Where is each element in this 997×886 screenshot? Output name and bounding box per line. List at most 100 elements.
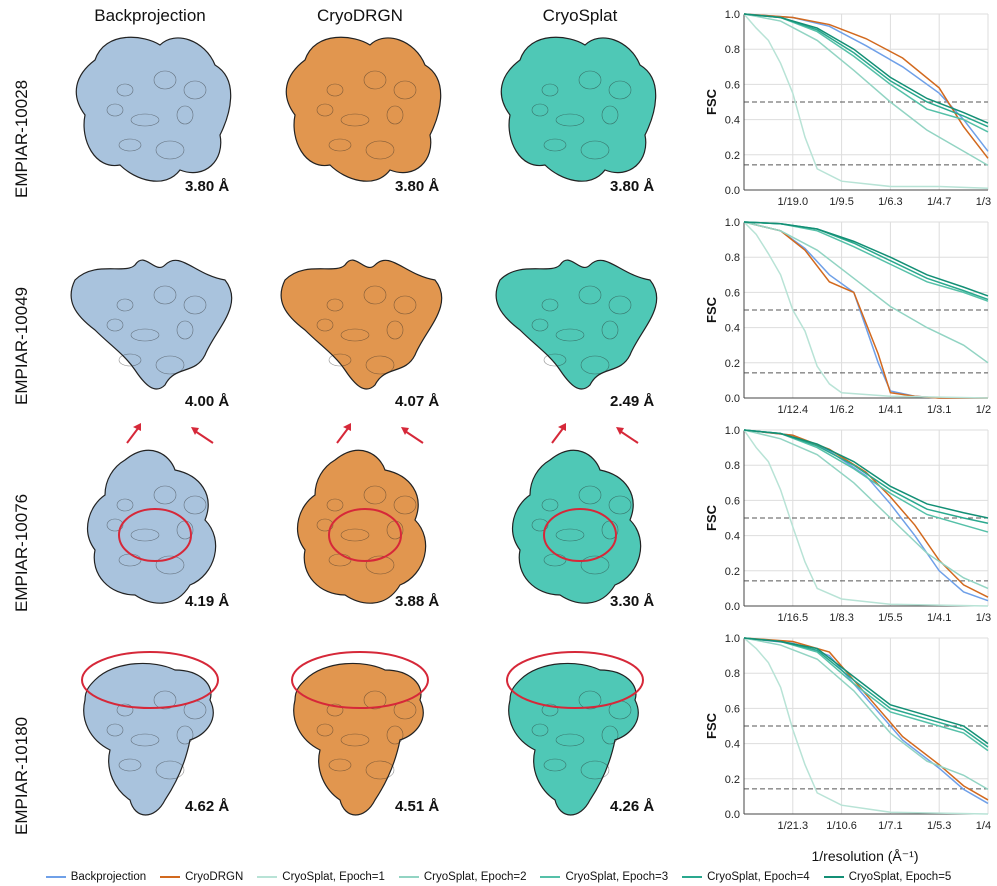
density-texture xyxy=(316,103,334,117)
density-texture xyxy=(541,703,559,717)
resolution-label: 3.80 Å xyxy=(395,178,440,195)
density-blob xyxy=(280,259,443,390)
highlight-ellipse xyxy=(543,508,617,562)
density-texture xyxy=(116,703,134,717)
density-blob xyxy=(83,662,214,816)
y-tick-label: 0.2 xyxy=(725,150,740,162)
fsc-chart-empiar-10180: 0.0 0.2 0.4 0.6 0.8 1.0 1/21.3 1/10.6 1/7.1 1/5.3… xyxy=(704,633,997,834)
legend-item: CryoDRGN xyxy=(160,871,243,883)
density-texture xyxy=(155,760,185,780)
fsc-series-line xyxy=(743,13,989,167)
density-texture xyxy=(316,318,334,332)
density-texture xyxy=(386,725,404,745)
density-texture xyxy=(326,83,344,97)
density-map-cryodrgn-empiar-10180 xyxy=(265,640,465,835)
density-texture xyxy=(386,105,404,125)
density-texture xyxy=(555,113,585,127)
y-tick-label: 0.8 xyxy=(725,668,740,680)
density-texture xyxy=(580,355,610,375)
y-axis-label: FSC xyxy=(706,712,719,739)
density-texture xyxy=(363,690,387,710)
density-map-backprojection-empiar-10076 xyxy=(55,435,255,630)
density-texture xyxy=(363,285,387,305)
legend-label: CryoSplat, Epoch=5 xyxy=(848,871,952,883)
x-tick-label: 1/21.3 xyxy=(778,820,809,832)
fsc-series-line xyxy=(743,13,989,159)
density-texture xyxy=(316,518,334,532)
density-texture xyxy=(106,103,124,117)
x-tick-label: 1/3.1 xyxy=(927,404,951,416)
density-texture xyxy=(608,80,632,100)
density-texture xyxy=(153,70,177,90)
density-blob xyxy=(86,449,217,604)
y-tick-label: 0.0 xyxy=(725,185,740,197)
fsc-series-line xyxy=(743,221,989,364)
legend-swatch xyxy=(257,876,278,878)
x-tick-label: 1/3.8 xyxy=(976,196,992,208)
y-tick-label: 0.4 xyxy=(725,115,740,127)
x-tick-label: 1/8.3 xyxy=(829,612,853,624)
resolution-label: 4.07 Å xyxy=(395,393,440,410)
x-tick-label: 1/10.6 xyxy=(826,820,857,832)
density-map-cryodrgn-empiar-10049 xyxy=(265,235,465,430)
legend-item: CryoSplat, Epoch=2 xyxy=(398,871,526,883)
fsc-series-line xyxy=(743,637,989,801)
density-texture xyxy=(608,495,632,515)
density-blob xyxy=(508,662,639,816)
x-tick-label: 1/9.5 xyxy=(829,196,853,208)
legend-item: CryoSplat, Epoch=3 xyxy=(540,871,668,883)
highlight-ellipse xyxy=(328,508,402,562)
density-texture xyxy=(326,298,344,312)
red-arrows xyxy=(336,423,424,444)
density-texture xyxy=(531,318,549,332)
y-axis-label: FSC xyxy=(706,296,719,323)
density-texture xyxy=(106,518,124,532)
y-tick-label: 0.0 xyxy=(725,393,740,405)
resolution-label: 2.49 Å xyxy=(610,393,655,410)
y-axis-label: FSC xyxy=(706,504,719,531)
fsc-series-line xyxy=(743,429,989,598)
resolution-label: 4.26 Å xyxy=(610,798,655,815)
fsc-series-line xyxy=(743,13,989,152)
resolution-label: 3.30 Å xyxy=(610,593,655,610)
density-texture xyxy=(106,318,124,332)
arrow-left xyxy=(126,426,140,444)
legend-item: CryoSplat, Epoch=5 xyxy=(823,871,952,883)
density-texture xyxy=(116,83,134,97)
fsc-chart-empiar-10028: 0.0 0.2 0.4 0.6 0.8 1.0 1/19.0 1/9.5 1/6.3 1/4.7 1… xyxy=(704,9,997,210)
resolution-label: 4.62 Å xyxy=(185,798,230,815)
fsc-series-line xyxy=(743,13,989,124)
density-texture xyxy=(153,485,177,505)
y-tick-label: 0.2 xyxy=(725,774,740,786)
arrow-right-head xyxy=(191,427,199,435)
x-tick-label: 1/4.7 xyxy=(927,196,951,208)
density-texture xyxy=(543,353,567,367)
density-texture xyxy=(578,285,602,305)
density-texture xyxy=(531,518,549,532)
y-tick-label: 0.8 xyxy=(725,460,740,472)
x-tick-label: 1/6.2 xyxy=(829,404,853,416)
legend-swatch xyxy=(160,876,181,878)
density-map-backprojection-empiar-10049 xyxy=(55,235,255,430)
fsc-series-line xyxy=(743,13,989,133)
x-tick-label: 1/12.4 xyxy=(778,404,809,416)
arrow-left xyxy=(551,426,565,444)
x-tick-label: 1/4.1 xyxy=(878,404,902,416)
y-tick-label: 0.6 xyxy=(725,287,740,299)
resolution-label: 4.51 Å xyxy=(395,798,440,815)
red-arrows xyxy=(126,423,214,444)
highlight-ellipse xyxy=(506,651,644,709)
density-texture xyxy=(555,733,585,747)
density-texture xyxy=(601,105,619,125)
density-texture xyxy=(183,80,207,100)
density-texture xyxy=(393,80,417,100)
x-tick-label: 1/4.3 xyxy=(976,820,992,832)
arrow-right-head xyxy=(616,427,624,435)
density-texture xyxy=(580,555,610,575)
density-blob xyxy=(293,662,424,816)
density-texture xyxy=(363,70,387,90)
legend-label: Backprojection xyxy=(70,871,147,883)
x-tick-label: 1/5.3 xyxy=(927,820,951,832)
density-map-cryosplat-empiar-10049 xyxy=(480,235,680,430)
resolution-label: 3.80 Å xyxy=(610,178,655,195)
